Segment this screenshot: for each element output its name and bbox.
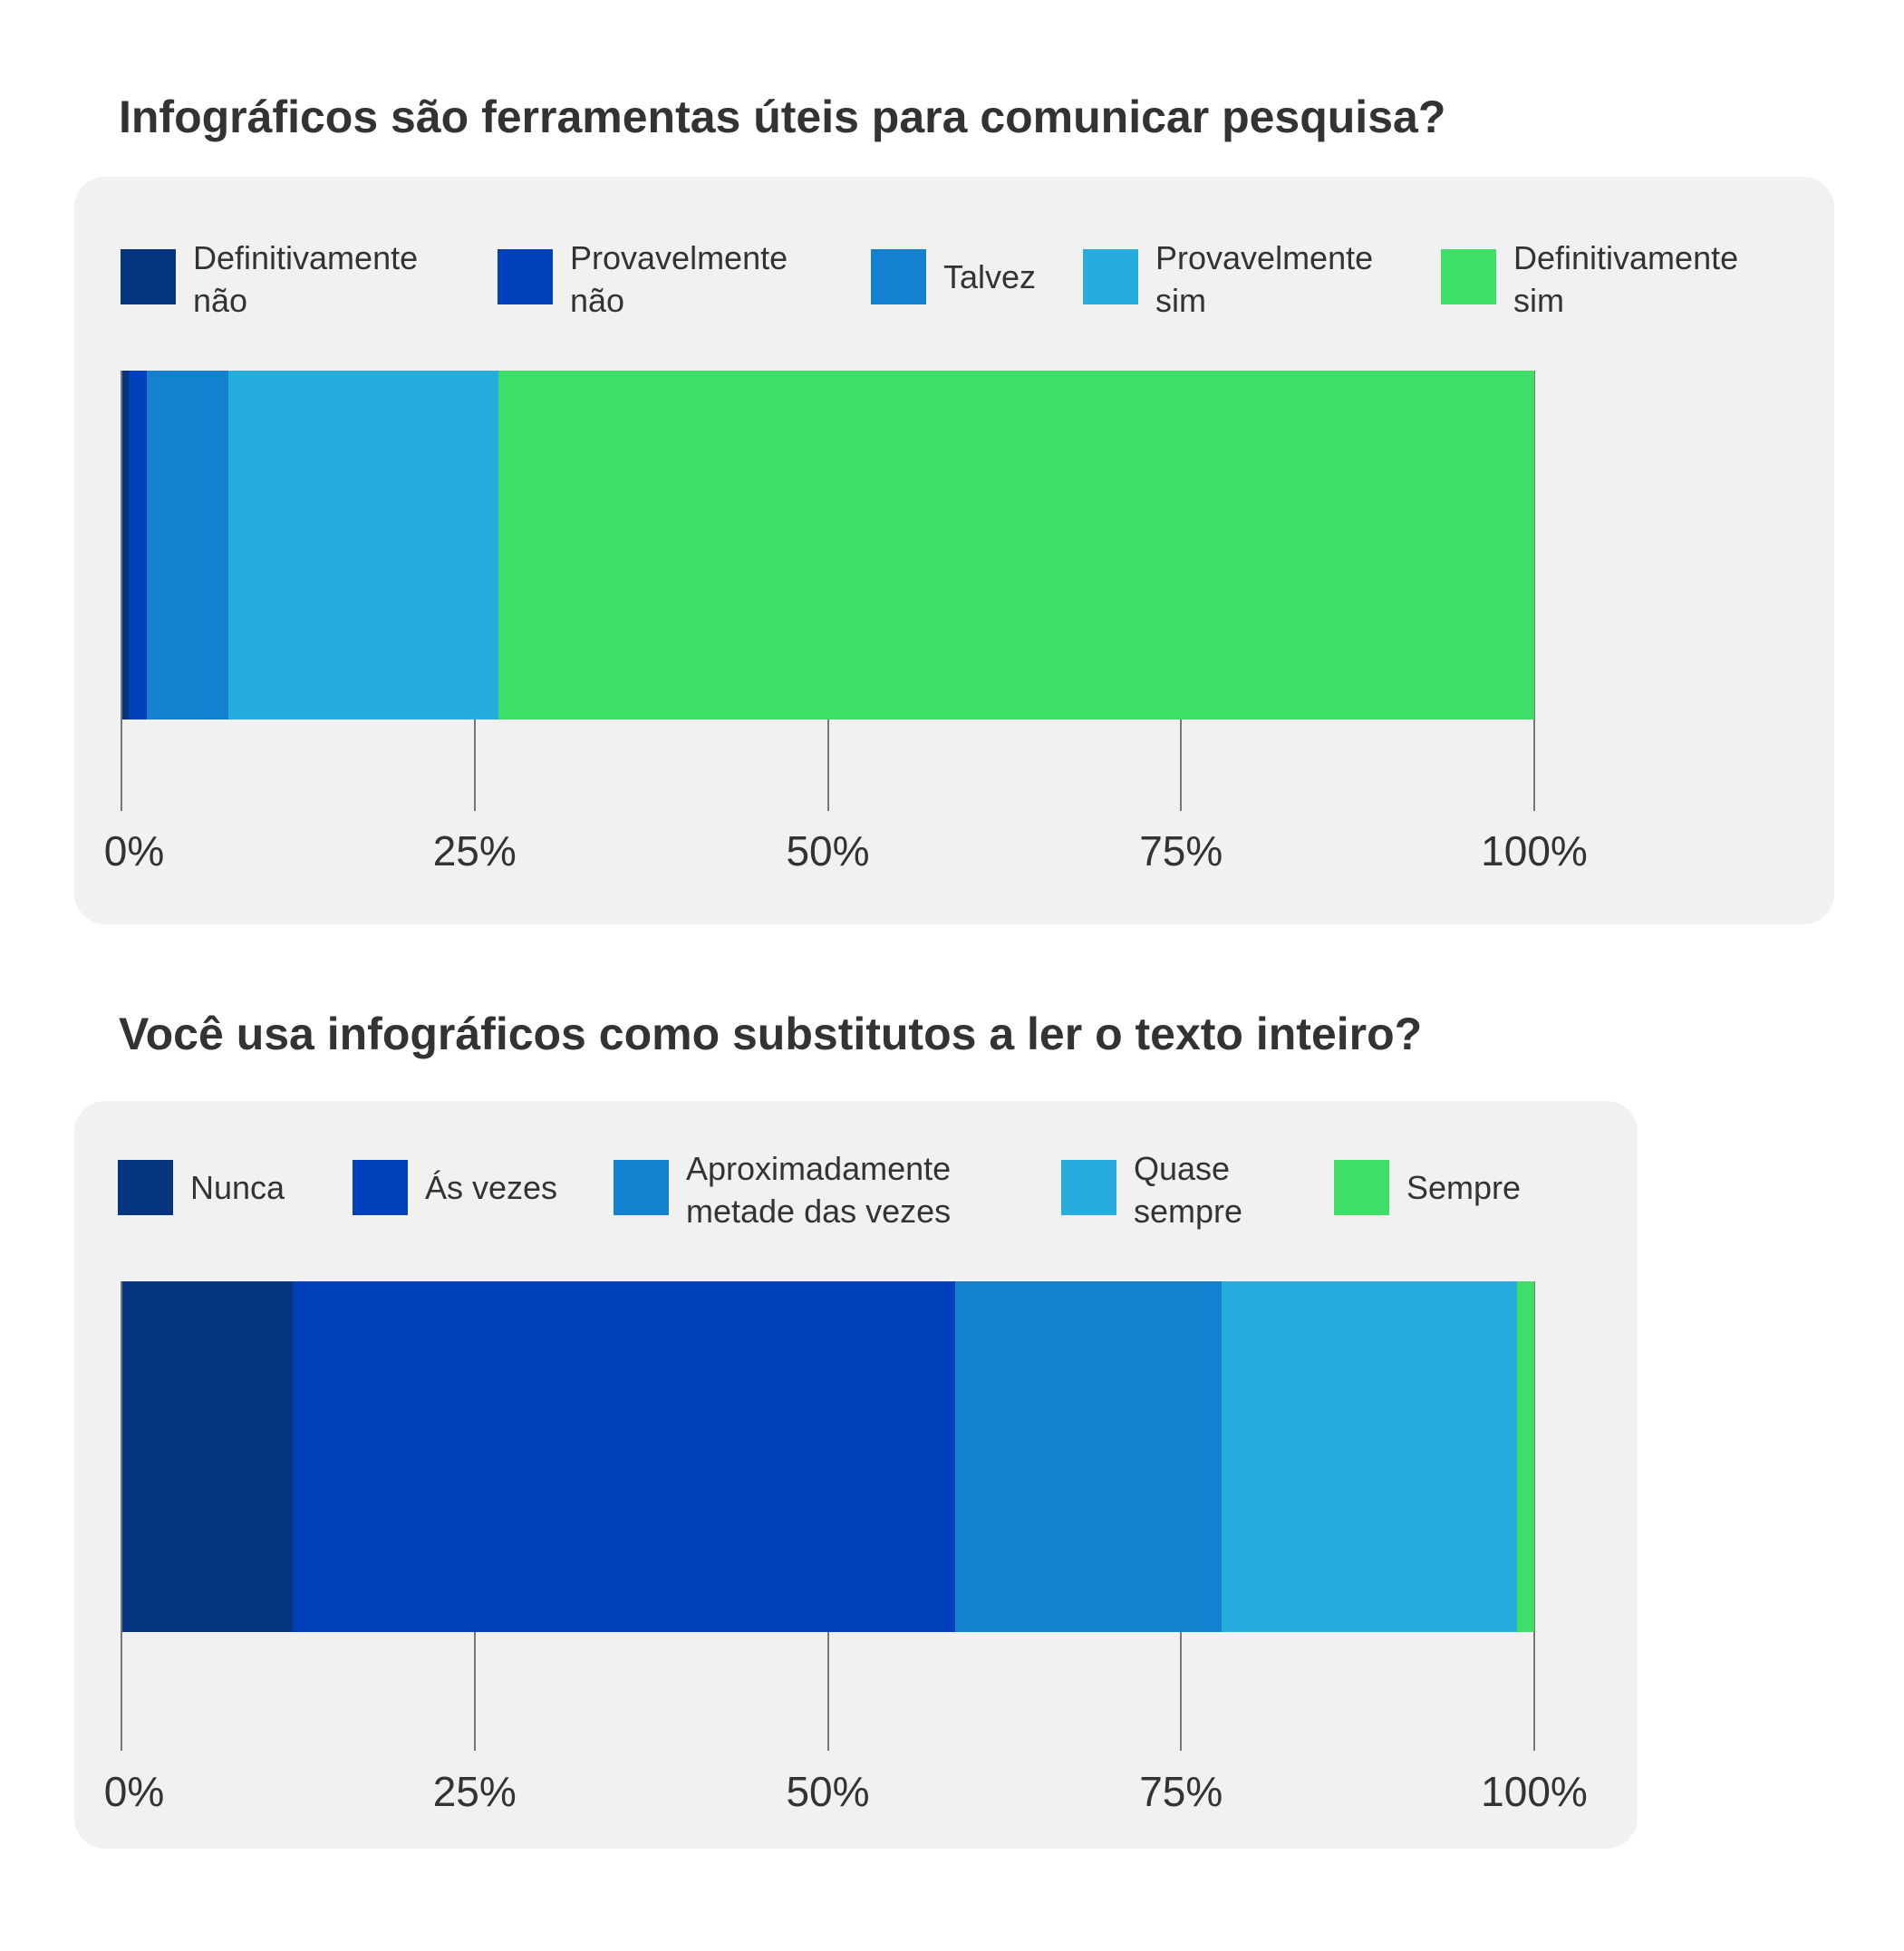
legend-swatch [498,249,553,304]
bar-segment-sempre [1517,1281,1534,1632]
axis-tick-label: 0% [103,1768,165,1815]
legend-swatch [1334,1160,1389,1215]
axis-zero-line [121,1281,122,1751]
chart-1-title: Infográficos são ferramentas úteis para … [119,92,1446,142]
bar-segment-nunca [121,1281,293,1632]
legend-swatch [871,249,926,304]
bar-segment-provavelmente-sim [228,371,499,720]
axis-tick [1533,1281,1535,1751]
chart-2-title: Você usa infográficos como substitutos a… [119,1009,1423,1059]
axis-tick-label: 100% [1481,827,1588,874]
bar-segment-talvez [147,371,229,720]
axis-zero-line [121,371,122,811]
legend-label: Ás vezes [425,1169,558,1206]
bar-segment-provavelmente-n-o [128,371,148,720]
axis-tick-label: 25% [432,1768,517,1815]
legend-label: Definitivamente não [193,239,419,319]
axis-tick-label: 75% [1139,827,1223,874]
legend-label: Provavelmente sim [1155,239,1374,319]
bar-segment-definitivamente-n-o [121,371,129,720]
axis-tick-label: 75% [1139,1768,1223,1815]
axis-tick-label: 50% [786,827,870,874]
legend-swatch [353,1160,408,1215]
axis-tick-label: 100% [1481,1768,1588,1815]
legend-label: Quase sempre [1134,1150,1243,1230]
legend-swatch [614,1160,669,1215]
legend-label: Provavelmente não [570,239,788,319]
bar-segment-quase-sempre [1222,1281,1518,1632]
axis-tick-label: 0% [103,827,165,874]
legend-label: Aproximadamente metade das vezes [686,1150,952,1230]
bar-segment-aproximadamente-metade-das-vezes [954,1281,1223,1632]
bar-segment--s-vezes [292,1281,955,1632]
legend-label: Nunca [190,1169,285,1206]
axis-tick-label: 50% [786,1768,870,1815]
legend-swatch [121,249,176,304]
legend-swatch [118,1160,173,1215]
legend-swatch [1441,249,1496,304]
legend-swatch [1061,1160,1116,1215]
legend-swatch [1083,249,1138,304]
axis-tick [1533,371,1535,811]
bar-segment-definitivamente-sim [498,371,1534,720]
legend-label: Talvez [943,258,1037,295]
axis-tick-label: 25% [432,827,517,874]
legend-label: Sempre [1406,1169,1522,1206]
legend-label: Definitivamente sim [1513,239,1739,319]
